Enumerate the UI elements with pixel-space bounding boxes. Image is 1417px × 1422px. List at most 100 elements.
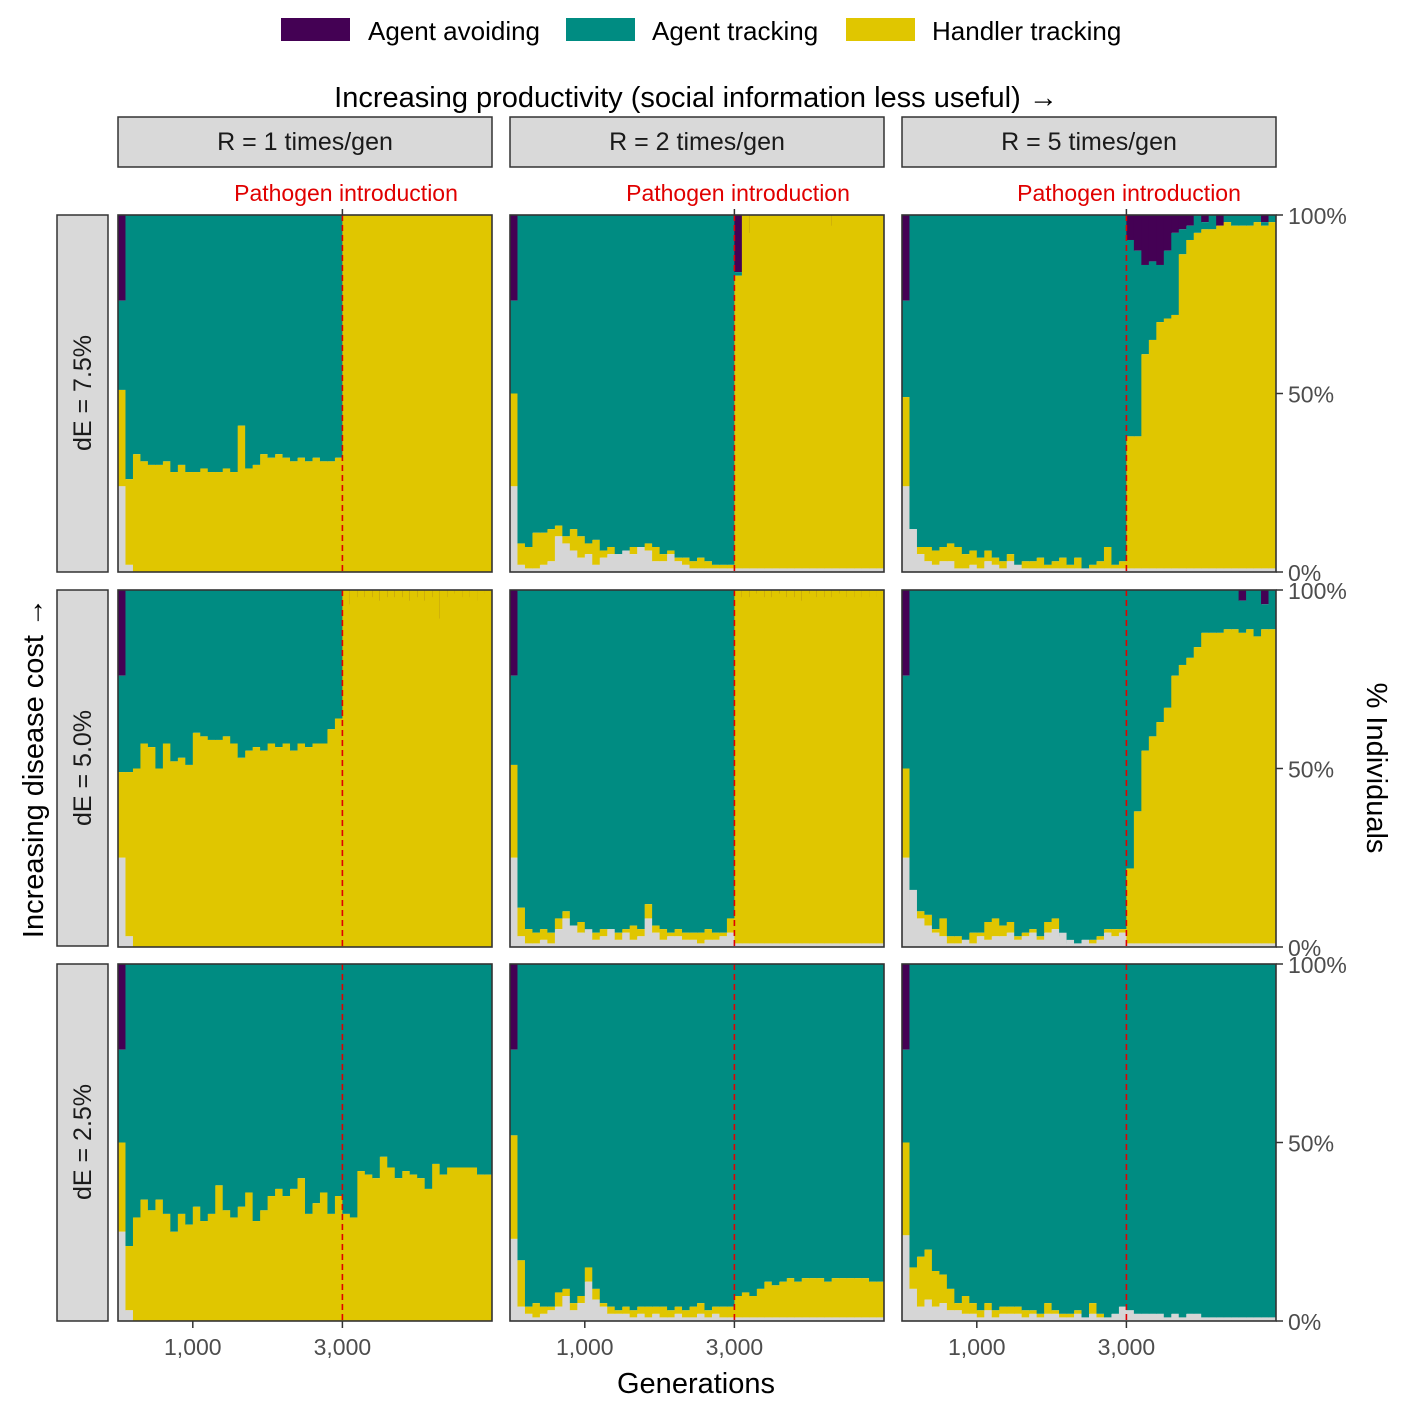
bar-handler-tracking <box>132 1217 142 1321</box>
bar-other <box>999 568 1008 572</box>
bar-handler-tracking <box>599 929 608 937</box>
bar-other <box>902 857 911 947</box>
bar-handler-tracking <box>1103 929 1113 933</box>
bar-handler-tracking <box>140 461 149 572</box>
bar-other <box>1118 1306 1127 1321</box>
bar-other <box>756 943 765 947</box>
bar-handler-tracking <box>524 929 534 944</box>
bar-other <box>1201 568 1210 572</box>
row-strips: dE = 7.5% dE = 5.0% dE = 2.5% <box>56 214 109 1322</box>
bar-other <box>954 943 963 947</box>
bar-agent-tracking <box>1118 590 1127 930</box>
bar-other <box>1126 568 1135 572</box>
bar-handler-tracking <box>200 1221 209 1321</box>
bar-agent-avoiding <box>1171 215 1180 233</box>
bar-handler-tracking <box>524 1306 534 1314</box>
bar-agent-tracking <box>1231 964 1240 1318</box>
bar-other <box>659 561 668 572</box>
bar-other <box>704 939 713 947</box>
facet-panel <box>117 209 493 573</box>
bar-agent-tracking <box>1238 600 1247 633</box>
bar-agent-tracking <box>1141 964 1150 1314</box>
bar-other <box>909 889 918 947</box>
bar-other <box>916 554 926 572</box>
bar-handler-tracking <box>991 557 1000 565</box>
bar-handler-tracking <box>177 1213 186 1321</box>
bar-handler-tracking <box>454 590 463 947</box>
bar-handler-tracking <box>614 1310 623 1314</box>
bar-handler-tracking <box>260 750 269 947</box>
bar-agent-tracking <box>177 964 186 1214</box>
bar-other <box>577 1303 586 1321</box>
bar-handler-tracking <box>1193 647 1202 944</box>
legend-key-handler-tracking <box>846 18 915 41</box>
bar-handler-tracking <box>999 925 1008 937</box>
bar-other <box>794 1317 803 1321</box>
column-strip-bg <box>901 116 1277 168</box>
bar-handler-tracking <box>342 590 351 947</box>
column-axis-title: Increasing productivity (social informat… <box>334 82 1058 114</box>
bar-handler-tracking <box>1021 932 1030 937</box>
bar-agent-tracking <box>1014 590 1023 937</box>
bar-handler-tracking <box>1006 922 1015 933</box>
bar-agent-tracking <box>305 215 314 462</box>
bar-agent-tracking <box>200 964 209 1222</box>
bar-agent-tracking <box>984 215 993 551</box>
bar-agent-tracking <box>1156 964 1165 1314</box>
bar-handler-tracking <box>170 472 179 572</box>
row-strip-bg <box>56 214 109 573</box>
bar-other <box>1044 568 1053 572</box>
bar-agent-tracking <box>756 964 765 1289</box>
bar-other <box>510 1238 519 1321</box>
bar-handler-tracking <box>1171 314 1180 569</box>
bar-agent-tracking <box>267 590 276 744</box>
bar-agent-tracking <box>991 964 1000 1311</box>
bar-other <box>510 486 519 572</box>
bar-other <box>704 1317 713 1321</box>
bar-agent-tracking <box>607 215 616 548</box>
bar-other <box>607 929 616 947</box>
bar-agent-tracking <box>726 590 735 919</box>
bar-handler-tracking <box>245 750 254 947</box>
bar-agent-tracking <box>562 215 571 537</box>
bar-other <box>1216 568 1225 572</box>
bar-handler-tracking <box>719 1306 728 1318</box>
bar-agent-tracking <box>999 590 1008 926</box>
bar-handler-tracking <box>999 561 1008 569</box>
bar-other <box>924 561 933 572</box>
row-strip-bg <box>56 963 109 1322</box>
bar-agent-tracking <box>439 964 448 1175</box>
bar-handler-tracking <box>327 1213 336 1321</box>
bar-handler-tracking <box>237 425 246 572</box>
bar-handler-tracking <box>846 215 855 569</box>
bar-handler-tracking <box>1029 929 1038 933</box>
bar-other <box>931 932 940 947</box>
bar-agent-tracking <box>200 590 209 737</box>
bar-other <box>547 943 556 947</box>
bar-agent-tracking <box>1186 964 1195 1314</box>
bar-agent-tracking <box>1223 215 1232 223</box>
bar-handler-tracking <box>861 215 870 569</box>
bar-agent-tracking <box>1201 222 1210 230</box>
bar-other <box>1074 568 1083 572</box>
bar-agent-tracking <box>185 590 194 765</box>
bar-handler-tracking <box>118 772 127 858</box>
bar-agent-tracking <box>275 590 284 748</box>
bar-handler-tracking <box>1074 1310 1083 1314</box>
bar-other <box>607 554 616 572</box>
bar-handler-tracking <box>230 1217 239 1321</box>
bar-handler-tracking <box>577 922 586 933</box>
bar-handler-tracking <box>1246 225 1255 569</box>
bars <box>118 964 492 1321</box>
bar-handler-tracking <box>961 554 970 569</box>
bar-handler-tracking <box>484 590 492 947</box>
bar-handler-tracking <box>439 1174 448 1321</box>
bar-agent-tracking <box>1216 590 1225 633</box>
bar-agent-tracking <box>741 964 750 1293</box>
bar-other <box>991 936 1000 947</box>
bar-other <box>652 932 661 947</box>
bar-agent-tracking <box>637 215 646 548</box>
bar-other <box>1261 1317 1270 1321</box>
bar-other <box>1156 1313 1165 1321</box>
